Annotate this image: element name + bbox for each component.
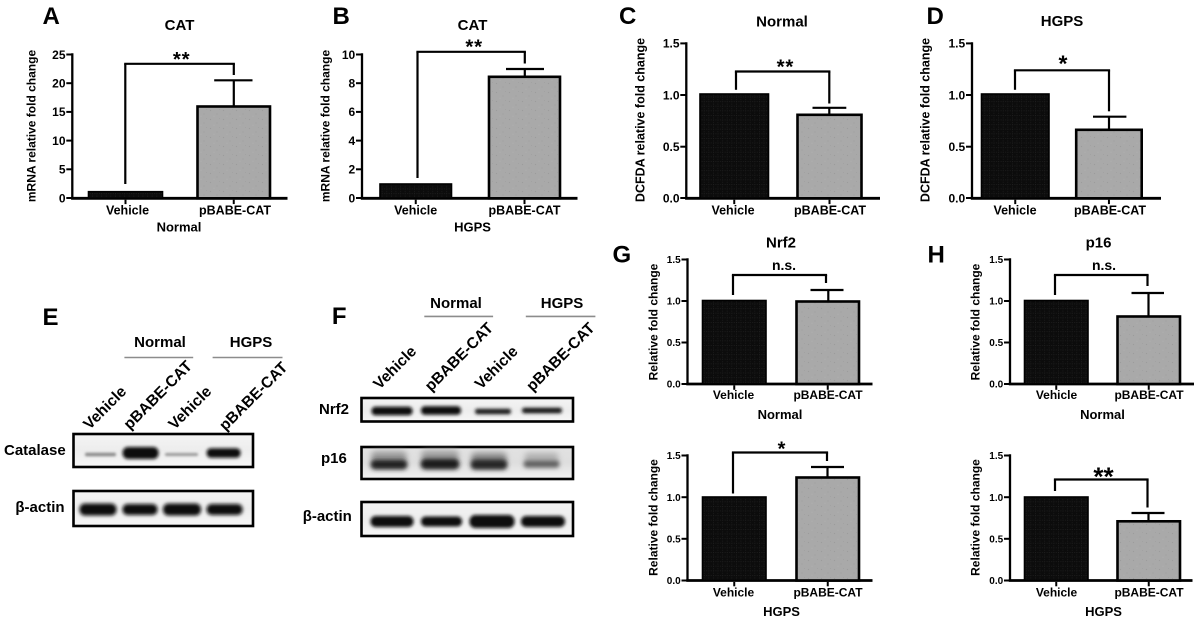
svg-text:0.5: 0.5 bbox=[989, 534, 1003, 545]
svg-text:pBABE-CAT: pBABE-CAT bbox=[489, 204, 561, 218]
svg-text:2: 2 bbox=[349, 163, 356, 177]
svg-text:0.0: 0.0 bbox=[667, 380, 681, 391]
svg-text:Normal: Normal bbox=[157, 220, 202, 235]
svg-text:mRNA relative fold change: mRNA relative fold change bbox=[25, 50, 39, 203]
svg-text:10: 10 bbox=[342, 48, 356, 62]
svg-text:mRNA relative fold change: mRNA relative fold change bbox=[319, 50, 333, 203]
svg-text:Vehicle: Vehicle bbox=[1036, 388, 1078, 402]
svg-text:**: ** bbox=[777, 56, 795, 79]
svg-text:0.0: 0.0 bbox=[949, 191, 966, 205]
svg-text:B: B bbox=[333, 3, 350, 30]
svg-text:Normal: Normal bbox=[758, 407, 803, 422]
svg-text:pBABE-CAT: pBABE-CAT bbox=[1114, 388, 1184, 402]
svg-text:20: 20 bbox=[52, 77, 66, 91]
svg-text:pBABE-CAT: pBABE-CAT bbox=[794, 204, 866, 218]
svg-text:E: E bbox=[43, 304, 59, 331]
svg-text:1.5: 1.5 bbox=[949, 37, 966, 51]
svg-text:HGPS: HGPS bbox=[230, 334, 273, 351]
svg-text:HGPS: HGPS bbox=[1085, 604, 1122, 619]
svg-text:n.s.: n.s. bbox=[1092, 257, 1116, 273]
svg-text:15: 15 bbox=[52, 105, 66, 119]
svg-text:CAT: CAT bbox=[165, 17, 195, 34]
svg-text:1.5: 1.5 bbox=[663, 37, 680, 51]
svg-text:HGPS: HGPS bbox=[763, 604, 800, 619]
svg-text:*: * bbox=[1059, 51, 1068, 77]
svg-text:G: G bbox=[613, 242, 632, 269]
svg-text:6: 6 bbox=[349, 105, 356, 119]
svg-text:10: 10 bbox=[52, 134, 66, 148]
svg-text:DCFDA relative fold change: DCFDA relative fold change bbox=[634, 38, 648, 202]
svg-text:CAT: CAT bbox=[458, 17, 488, 34]
svg-text:pBABE-CAT: pBABE-CAT bbox=[793, 388, 863, 402]
svg-text:p16: p16 bbox=[1086, 235, 1112, 252]
svg-text:0.5: 0.5 bbox=[949, 140, 966, 154]
svg-text:1.0: 1.0 bbox=[667, 297, 681, 308]
svg-text:A: A bbox=[43, 3, 60, 30]
svg-text:1.0: 1.0 bbox=[667, 493, 681, 504]
svg-text:0.5: 0.5 bbox=[667, 534, 681, 545]
svg-text:4: 4 bbox=[349, 134, 356, 148]
svg-text:Relative fold change: Relative fold change bbox=[969, 263, 983, 380]
svg-text:Vehicle: Vehicle bbox=[106, 204, 149, 218]
svg-text:0.5: 0.5 bbox=[667, 338, 681, 349]
svg-text:1.5: 1.5 bbox=[989, 451, 1003, 462]
svg-text:HGPS: HGPS bbox=[1041, 13, 1084, 30]
svg-text:β-actin: β-actin bbox=[15, 499, 64, 516]
svg-text:1.5: 1.5 bbox=[989, 255, 1003, 266]
svg-text:0: 0 bbox=[349, 191, 356, 205]
svg-text:pBABE-CAT: pBABE-CAT bbox=[793, 586, 863, 600]
svg-text:1.5: 1.5 bbox=[667, 451, 681, 462]
svg-text:D: D bbox=[927, 3, 944, 30]
svg-text:5: 5 bbox=[59, 163, 66, 177]
svg-text:25: 25 bbox=[52, 48, 66, 62]
svg-text:0.0: 0.0 bbox=[989, 576, 1003, 587]
svg-text:Vehicle: Vehicle bbox=[394, 204, 437, 218]
svg-text:Normal: Normal bbox=[756, 14, 808, 31]
svg-text:0: 0 bbox=[59, 191, 66, 205]
svg-text:*: * bbox=[778, 439, 786, 461]
svg-text:pBABE-CAT: pBABE-CAT bbox=[199, 204, 271, 218]
svg-text:Vehicle: Vehicle bbox=[993, 204, 1036, 218]
svg-text:Relative fold change: Relative fold change bbox=[647, 459, 661, 576]
svg-text:Relative fold change: Relative fold change bbox=[969, 459, 983, 576]
svg-text:0.0: 0.0 bbox=[663, 191, 680, 205]
svg-text:1.0: 1.0 bbox=[989, 297, 1003, 308]
svg-text:β-actin: β-actin bbox=[303, 508, 352, 525]
svg-text:Normal: Normal bbox=[430, 295, 482, 312]
svg-text:Normal: Normal bbox=[1080, 407, 1125, 422]
svg-text:Vehicle: Vehicle bbox=[711, 204, 754, 218]
svg-text:DCFDA relative fold change: DCFDA relative fold change bbox=[919, 38, 933, 202]
svg-text:HGPS: HGPS bbox=[541, 295, 584, 312]
svg-text:0.5: 0.5 bbox=[989, 338, 1003, 349]
svg-text:p16: p16 bbox=[321, 450, 347, 467]
svg-text:1.5: 1.5 bbox=[667, 255, 681, 266]
svg-text:Nrf2: Nrf2 bbox=[766, 235, 796, 252]
svg-text:F: F bbox=[332, 303, 347, 330]
svg-text:HGPS: HGPS bbox=[454, 220, 491, 235]
svg-text:Catalase: Catalase bbox=[4, 442, 66, 459]
svg-text:Vehicle: Vehicle bbox=[713, 586, 755, 600]
svg-text:0.0: 0.0 bbox=[667, 576, 681, 587]
svg-text:Vehicle: Vehicle bbox=[1036, 586, 1078, 600]
svg-text:**: ** bbox=[1093, 461, 1114, 491]
svg-text:pBABE-CAT: pBABE-CAT bbox=[1114, 586, 1184, 600]
svg-text:Relative fold change: Relative fold change bbox=[647, 263, 661, 380]
svg-text:Vehicle: Vehicle bbox=[713, 388, 755, 402]
svg-text:1.0: 1.0 bbox=[989, 493, 1003, 504]
svg-text:0.5: 0.5 bbox=[663, 140, 680, 154]
svg-text:H: H bbox=[928, 242, 945, 269]
svg-text:C: C bbox=[619, 3, 636, 30]
svg-text:8: 8 bbox=[349, 77, 356, 91]
svg-text:**: ** bbox=[465, 36, 483, 59]
svg-text:pBABE-CAT: pBABE-CAT bbox=[1074, 204, 1146, 218]
svg-text:n.s.: n.s. bbox=[772, 257, 796, 273]
svg-text:Nrf2: Nrf2 bbox=[319, 401, 349, 418]
svg-text:0.0: 0.0 bbox=[989, 380, 1003, 391]
svg-text:1.0: 1.0 bbox=[663, 88, 680, 102]
svg-text:Normal: Normal bbox=[134, 334, 186, 351]
svg-text:**: ** bbox=[173, 48, 191, 71]
svg-text:1.0: 1.0 bbox=[949, 88, 966, 102]
